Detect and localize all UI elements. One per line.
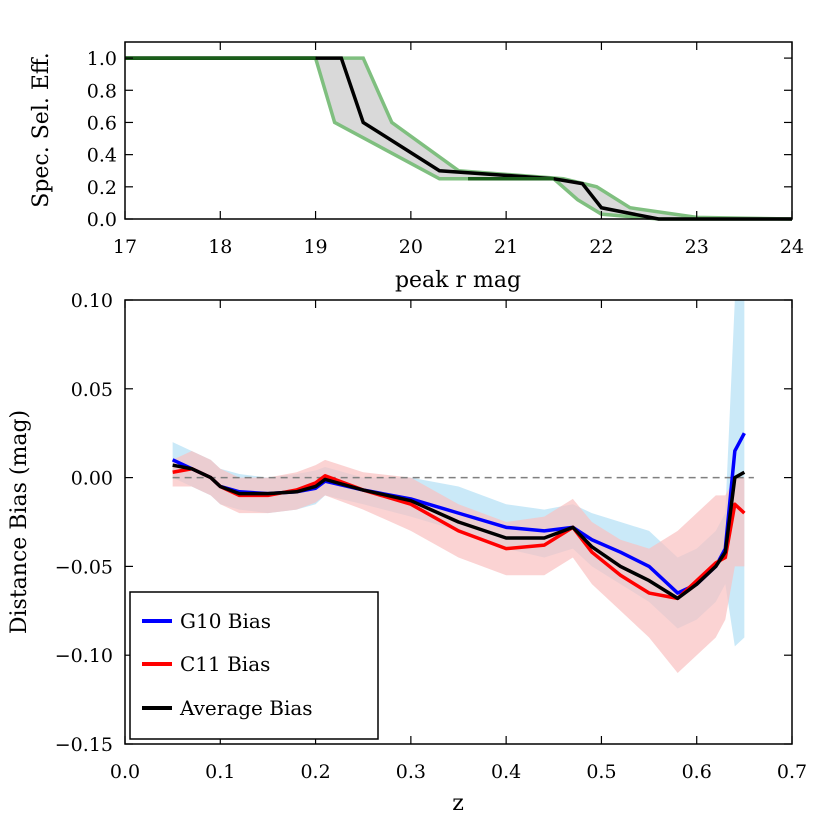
upper-envelope-line: [125, 56, 793, 221]
bottom-y-tick-label: −0.10: [55, 645, 113, 667]
bottom-y-tick-label: −0.05: [55, 556, 113, 578]
legend-label-average: Average Bias: [179, 696, 313, 720]
selection-band-fill: [125, 58, 792, 219]
top-y-tick-label: 0.6: [87, 112, 117, 134]
bottom-x-axis: 0.0 0.1 0.2 0.3 0.4 0.5 0.6 0.7: [110, 300, 807, 783]
band-c11: [172, 450, 745, 673]
top-x-axis: 17 18 19 20 21 22 23 24: [113, 42, 804, 258]
top-x-tick-label: 19: [303, 236, 327, 258]
top-x-tick-label: 23: [685, 236, 709, 258]
legend-label-g10: G10 Bias: [180, 609, 271, 633]
bottom-x-tick-label: 0.6: [682, 761, 712, 783]
top-panel: 17 18 19 20 21 22 23 24 0.0 0.2 0.4 0.6 0.8 1.0 peak…: [29, 41, 804, 293]
top-series-lines: [125, 56, 793, 221]
top-y-tick-label: 0.2: [87, 177, 117, 199]
top-x-tick-label: 17: [113, 236, 137, 258]
top-x-tick-label: 24: [780, 236, 804, 258]
bottom-y-tick-label: 0.00: [71, 468, 113, 490]
bottom-x-tick-label: 0.2: [300, 761, 330, 783]
top-y-tick-label: 0.0: [87, 209, 117, 231]
top-x-tick-label: 21: [494, 236, 518, 258]
top-y-axis-label: Spec. Sel. Eff.: [29, 52, 54, 208]
top-x-tick-label: 18: [208, 236, 232, 258]
bottom-y-tick-label: 0.05: [71, 379, 113, 401]
top-y-tick-label: 0.8: [87, 80, 117, 102]
bottom-y-tick-label: −0.15: [55, 734, 113, 756]
bottom-series-lines: [171, 432, 746, 601]
bottom-panel: 0.0 0.1 0.2 0.3 0.4 0.5 0.6 0.7 −0.15 −0.10 −0.05…: [7, 290, 807, 816]
bottom-y-axis: −0.15 −0.10 −0.05 0.00 0.05 0.10: [55, 290, 792, 756]
bottom-x-tick-label: 0.0: [110, 761, 140, 783]
top-plot-frame: [124, 41, 793, 220]
top-y-tick-label: 0.4: [87, 145, 117, 167]
bottom-x-tick-label: 0.3: [396, 761, 426, 783]
top-selection-band: [125, 58, 792, 219]
center-line: [125, 56, 792, 221]
bottom-x-tick-label: 0.4: [491, 761, 521, 783]
top-y-tick-label: 1.0: [87, 48, 117, 70]
top-x-axis-label: peak r mag: [395, 268, 521, 293]
bottom-x-axis-label: z: [452, 791, 464, 816]
legend-item-c11: C11 Bias: [142, 652, 270, 676]
top-y-axis: 0.0 0.2 0.4 0.6 0.8 1.0: [87, 48, 792, 231]
bottom-x-tick-label: 0.1: [205, 761, 235, 783]
legend: G10 Bias C11 Bias Average Bias: [129, 591, 379, 740]
legend-label-c11: C11 Bias: [180, 652, 270, 676]
top-x-tick-label: 22: [589, 236, 613, 258]
bottom-x-tick-label: 0.7: [777, 761, 807, 783]
bottom-x-tick-label: 0.5: [586, 761, 616, 783]
legend-item-g10: G10 Bias: [142, 609, 271, 633]
bottom-plot-frame: [124, 299, 793, 745]
legend-item-average: Average Bias: [142, 696, 313, 720]
lower-envelope-line: [125, 56, 792, 221]
top-x-tick-label: 20: [399, 236, 423, 258]
average-bias-line: [172, 463, 746, 601]
bottom-y-axis-label: Distance Bias (mag): [7, 410, 32, 634]
bottom-y-tick-label: 0.10: [71, 290, 113, 312]
